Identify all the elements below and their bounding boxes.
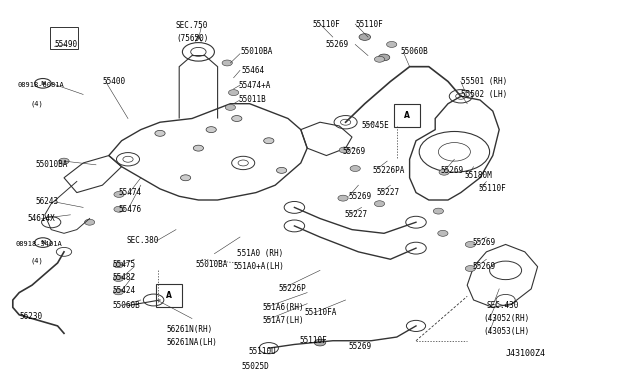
Text: 08918-3401A: 08918-3401A: [16, 241, 63, 247]
Text: SEC.380: SEC.380: [127, 236, 159, 245]
Text: (75650): (75650): [176, 34, 209, 44]
Text: 55110F: 55110F: [479, 185, 506, 193]
Circle shape: [225, 105, 236, 110]
Text: 551A7(LH): 551A7(LH): [262, 316, 304, 325]
Circle shape: [222, 60, 232, 66]
Text: 55010BA: 55010BA: [240, 47, 273, 56]
Circle shape: [339, 147, 349, 153]
Circle shape: [465, 266, 476, 272]
Circle shape: [113, 276, 124, 282]
Text: (43053(LH): (43053(LH): [483, 327, 529, 336]
Text: 55474: 55474: [118, 188, 141, 197]
Text: J43100Z4: J43100Z4: [506, 349, 545, 358]
Text: 55226PA: 55226PA: [372, 166, 405, 175]
Circle shape: [113, 289, 124, 295]
Text: 56261NA(LH): 56261NA(LH): [166, 338, 217, 347]
Circle shape: [276, 167, 287, 173]
Text: N: N: [40, 81, 45, 86]
Text: 55110F: 55110F: [300, 336, 327, 345]
Circle shape: [378, 54, 390, 61]
Text: 55269: 55269: [472, 262, 495, 271]
Circle shape: [114, 206, 124, 212]
Text: 55424: 55424: [112, 286, 135, 295]
Circle shape: [84, 219, 95, 225]
Text: 551A6(RH): 551A6(RH): [262, 303, 304, 312]
Text: 55501 (RH): 55501 (RH): [461, 77, 507, 86]
Circle shape: [439, 169, 449, 175]
Circle shape: [193, 145, 204, 151]
Text: 55269: 55269: [342, 147, 365, 156]
Text: 55045E: 55045E: [362, 121, 389, 131]
Text: 551A0 (RH): 551A0 (RH): [237, 249, 283, 258]
Circle shape: [350, 166, 360, 171]
Text: 55010BA: 55010BA: [35, 160, 68, 169]
Text: 55010BA: 55010BA: [195, 260, 228, 269]
Text: 55110F: 55110F: [356, 20, 383, 29]
Text: 55269: 55269: [349, 192, 372, 201]
Text: 55110U: 55110U: [248, 347, 276, 356]
Text: 551A0+A(LH): 551A0+A(LH): [234, 262, 284, 271]
Text: 55400: 55400: [102, 77, 125, 86]
Text: 55227: 55227: [376, 188, 399, 197]
Circle shape: [114, 192, 124, 198]
Text: 56230: 56230: [19, 312, 42, 321]
Text: (4): (4): [31, 258, 44, 264]
Circle shape: [228, 90, 239, 96]
Text: 55110FA: 55110FA: [304, 308, 337, 317]
Text: 55475: 55475: [112, 260, 135, 269]
Text: A: A: [404, 111, 410, 120]
Text: 55011B: 55011B: [238, 96, 266, 105]
Text: N: N: [40, 240, 45, 245]
Circle shape: [180, 175, 191, 181]
Text: (4): (4): [31, 100, 44, 107]
Text: 55060B: 55060B: [401, 47, 428, 56]
Text: 55482: 55482: [112, 273, 135, 282]
Circle shape: [387, 42, 397, 47]
Text: 55269: 55269: [349, 342, 372, 351]
Text: 54614X: 54614X: [28, 214, 55, 223]
Text: 55269: 55269: [440, 166, 463, 175]
Text: SEC.750: SEC.750: [176, 22, 209, 31]
Text: 08918-6081A: 08918-6081A: [18, 82, 65, 88]
Text: 55025D: 55025D: [242, 362, 269, 371]
Circle shape: [232, 116, 242, 122]
Text: 55490: 55490: [54, 40, 77, 49]
Circle shape: [374, 56, 385, 62]
Text: A: A: [166, 291, 172, 300]
Text: 55502 (LH): 55502 (LH): [461, 90, 507, 99]
Text: 55269: 55269: [472, 238, 495, 247]
Text: 55476: 55476: [118, 205, 141, 214]
Text: 55227: 55227: [344, 210, 367, 219]
Text: 55474+A: 55474+A: [238, 81, 271, 90]
Circle shape: [359, 34, 371, 41]
Text: 55060B: 55060B: [112, 301, 140, 310]
Circle shape: [338, 195, 348, 201]
Circle shape: [113, 262, 124, 268]
Text: 55464: 55464: [242, 66, 265, 75]
Text: 55269: 55269: [325, 40, 348, 49]
Text: (43052(RH): (43052(RH): [483, 314, 529, 323]
Circle shape: [465, 241, 476, 247]
Circle shape: [438, 230, 448, 236]
Circle shape: [206, 126, 216, 132]
Circle shape: [155, 130, 165, 136]
Text: 55180M: 55180M: [465, 171, 492, 180]
Circle shape: [374, 201, 385, 207]
Text: 56243: 56243: [35, 198, 58, 206]
Circle shape: [314, 339, 326, 346]
Text: 56261N(RH): 56261N(RH): [166, 325, 212, 334]
Circle shape: [59, 158, 69, 164]
Text: 55226P: 55226P: [278, 284, 306, 294]
Circle shape: [264, 138, 274, 144]
Text: SEC.430: SEC.430: [486, 301, 519, 310]
Circle shape: [433, 208, 444, 214]
Text: 55110F: 55110F: [312, 20, 340, 29]
